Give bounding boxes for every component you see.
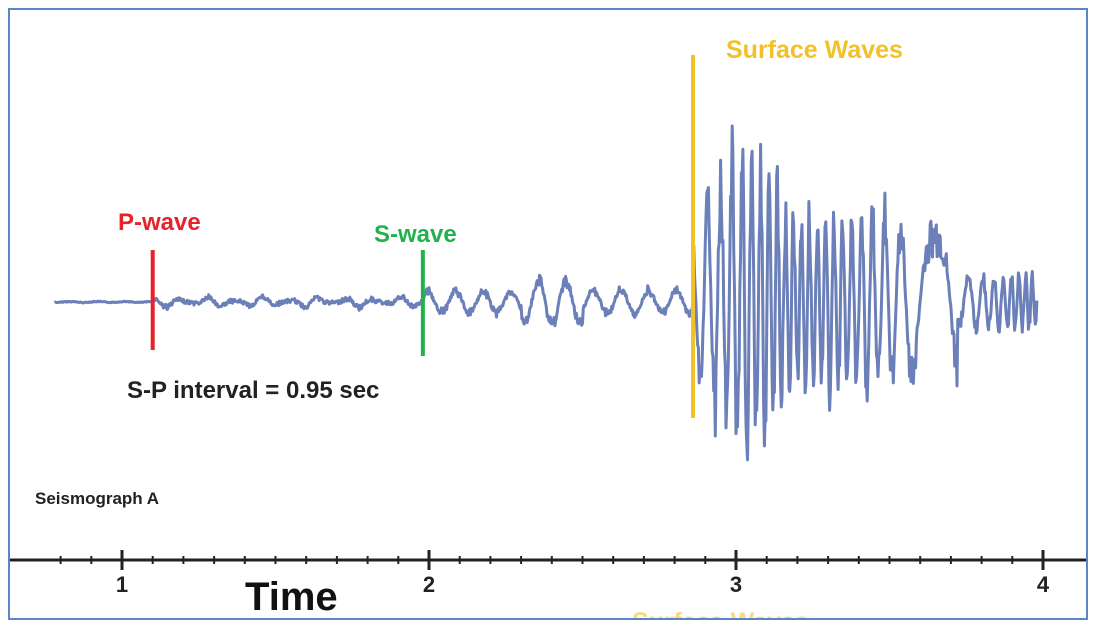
p-wave-label: P-wave: [118, 209, 201, 236]
seismograph-station-label: Seismograph A: [35, 489, 159, 508]
seismograph-chart: 1 2 3 4 P-wave S-wave Surface Waves S-P int…: [10, 36, 1086, 620]
x-tick-label: 4: [1037, 572, 1050, 597]
time-axis: 1 2 3 4: [10, 550, 1086, 597]
seismic-trace-line: [53, 124, 1039, 462]
figure-frame: 1 2 3 4 P-wave S-wave Surface Waves S-P int…: [8, 8, 1088, 620]
x-tick-label: 3: [730, 572, 742, 597]
seismic-trace-layer: [53, 124, 1039, 462]
sp-interval-annotation: S-P interval = 0.95 sec: [127, 377, 379, 404]
surface-waves-watermark: Surface Waves: [632, 608, 809, 620]
x-axis-title: Time: [245, 575, 338, 619]
wave-marker-layer: [150, 55, 696, 418]
s-wave-label: S-wave: [374, 221, 457, 248]
x-tick-label: 2: [423, 572, 435, 597]
surface-waves-label: Surface Waves: [726, 36, 903, 64]
x-tick-label: 1: [116, 572, 128, 597]
